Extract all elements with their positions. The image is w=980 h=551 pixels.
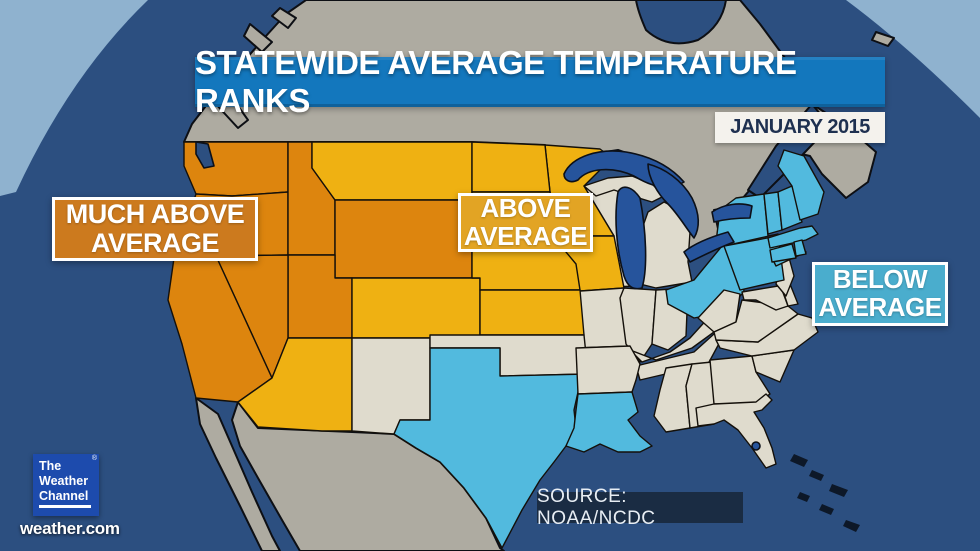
state-co (351, 277, 481, 339)
state-ar (575, 345, 641, 395)
puget-sound (195, 141, 215, 169)
source-attribution: SOURCE: NOAA/NCDC (537, 486, 743, 529)
state-wv (697, 289, 741, 333)
lake-michigan (615, 186, 647, 290)
legend-much-above-average: MUCH ABOVE AVERAGE (52, 197, 258, 261)
island (819, 504, 834, 515)
baja-peninsula (195, 397, 281, 551)
legend-below-label: BELOW AVERAGE (818, 264, 942, 322)
state-wy (334, 199, 473, 279)
legend-above-average: ABOVE AVERAGE (458, 193, 593, 252)
page-title: STATEWIDE AVERAGE TEMPERATURE RANKS (195, 44, 797, 119)
state-ri (793, 239, 807, 257)
state-nd (471, 141, 551, 193)
island (797, 492, 810, 502)
weather-com-label: weather.com (20, 519, 120, 538)
coastal-island (271, 7, 297, 29)
state-la (565, 391, 653, 453)
state-ks (479, 289, 585, 336)
weather-channel-logo: ® The Weather Channel (33, 454, 99, 516)
logo-line-weather: Weather (39, 473, 89, 488)
state-me (777, 149, 825, 221)
state-ma (767, 225, 819, 249)
island (790, 454, 808, 467)
bahamas-islands (790, 454, 860, 532)
globe-edge-top-right (846, 0, 980, 118)
state-va (713, 299, 799, 343)
globe-edge-top-left (0, 0, 148, 196)
state-pa (723, 235, 785, 291)
coastal-island (243, 23, 273, 53)
title-banner: STATEWIDE AVERAGE TEMPERATURE RANKS (195, 44, 885, 119)
island (843, 520, 860, 532)
source-text: SOURCE: NOAA/NCDC (537, 485, 656, 529)
registered-trademark: ® (91, 455, 97, 462)
state-nh (777, 185, 803, 231)
legend-below-average: BELOW AVERAGE (812, 262, 948, 326)
logo-line-channel: Channel (39, 488, 89, 503)
atlantic-island (871, 31, 895, 47)
lake-okeechobee (751, 441, 761, 451)
lake-ontario (711, 203, 753, 223)
lake-erie (683, 231, 735, 263)
island (829, 484, 848, 497)
lake-huron (647, 163, 700, 239)
state-ct (769, 243, 797, 263)
state-ca (167, 255, 273, 403)
legend-above-label: ABOVE AVERAGE (463, 192, 588, 251)
great-lakes (195, 141, 761, 451)
logo-underline (39, 505, 91, 509)
date-badge: JANUARY 2015 (715, 112, 885, 143)
legend-much-above-label: MUCH ABOVE AVERAGE (65, 199, 245, 258)
logo-line-the: The (39, 459, 62, 473)
hudson-bay (635, 0, 727, 45)
date-label: JANUARY 2015 (730, 116, 870, 138)
state-mt (311, 141, 473, 201)
island (809, 470, 824, 481)
